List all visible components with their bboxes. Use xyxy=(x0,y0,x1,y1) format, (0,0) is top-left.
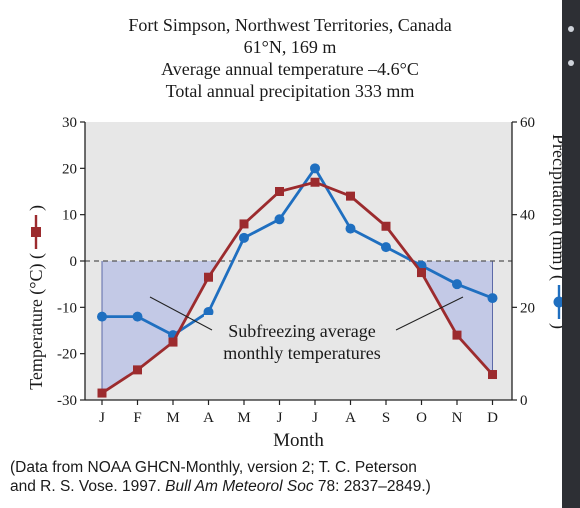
temperature-point xyxy=(133,365,142,375)
left-tick-label: 10 xyxy=(62,208,77,224)
precipitation-point xyxy=(203,306,214,317)
precipitation-point xyxy=(97,311,107,322)
temperature-point xyxy=(275,187,284,196)
climate-chart: 30 20 10 0 -10 -20 -30 60 40 20 0 J F M A M J J A S O N D Month… xyxy=(26,115,562,451)
left-tick-label: 30 xyxy=(62,115,77,131)
edge-dot-top xyxy=(568,26,574,32)
temperature-line xyxy=(101,180,494,395)
temperature-point xyxy=(417,268,426,278)
temperature-point xyxy=(239,219,249,229)
left-axis-label-close: ) xyxy=(26,205,47,211)
temperature-point xyxy=(97,388,107,398)
edge-dot-bottom xyxy=(568,60,574,66)
chart-header: Fort Simpson, Northwest Territories, Can… xyxy=(40,14,540,102)
x-tick-label: N xyxy=(452,410,463,426)
annotation-leader-left xyxy=(149,296,213,331)
right-axis-label: Precipitation (mm) ( xyxy=(548,134,562,281)
x-tick-label: J xyxy=(99,410,105,426)
source-volume-pages: 78: 2837–2849.) xyxy=(313,478,431,495)
annotation-background xyxy=(204,315,400,369)
right-tick-label: 0 xyxy=(520,393,528,409)
left-tick-label: -10 xyxy=(57,300,77,316)
precipitation-point xyxy=(239,232,249,243)
source-note: (Data from NOAA GHCN-Monthly, version 2;… xyxy=(10,458,566,496)
temperature-point xyxy=(204,272,213,282)
left-axis-key-marker xyxy=(31,227,41,237)
source-authors: and R. S. Vose. 1997. xyxy=(10,478,166,495)
left-axis-label: Temperature (°C) ( xyxy=(26,253,47,390)
precipitation-line xyxy=(102,165,494,337)
right-axis-label-close: ) xyxy=(548,323,562,329)
source-line-2: and R. S. Vose. 1997. Bull Am Meteorol S… xyxy=(10,477,566,496)
temperature-point xyxy=(168,337,178,347)
x-tick-label: J xyxy=(312,410,318,426)
annotation-line-2: monthly temperatures xyxy=(223,343,380,363)
left-tick-label: -30 xyxy=(57,393,77,409)
temperature-point xyxy=(452,330,462,340)
precipitation-point xyxy=(487,293,498,304)
precipitation-point xyxy=(274,214,285,225)
x-tick-label: F xyxy=(133,410,141,426)
right-axis-key-marker xyxy=(553,296,562,308)
temperature-point xyxy=(346,191,355,201)
precipitation-point xyxy=(345,223,356,234)
left-tick-label: 20 xyxy=(62,161,77,177)
x-tick-label: M xyxy=(166,410,179,426)
temperature-point xyxy=(381,221,391,231)
window-edge xyxy=(562,0,580,508)
chart-title: Fort Simpson, Northwest Territories, Can… xyxy=(128,15,452,35)
x-axis-label: Month xyxy=(273,430,324,451)
left-tick-label: 0 xyxy=(70,254,78,270)
left-tick-label: -20 xyxy=(57,347,77,363)
chart-subtitle-precipitation: Total annual precipitation 333 mm xyxy=(165,81,415,101)
precipitation-point xyxy=(381,242,391,253)
annotation-line-1: Subfreezing average xyxy=(228,321,375,341)
left-axis-label-group: Temperature (°C) () xyxy=(26,205,47,390)
precipitation-point xyxy=(132,311,143,322)
temperature-point xyxy=(488,370,497,380)
right-axis-label-group: Precipitation (mm) () xyxy=(548,134,562,329)
right-tick-label: 40 xyxy=(520,208,535,224)
x-tick-label: M xyxy=(237,410,250,426)
source-journal: Bull Am Meteorol Soc xyxy=(165,478,314,495)
chart-subtitle-coords: 61°N, 169 m xyxy=(243,37,337,57)
right-tick-label: 20 xyxy=(520,300,535,316)
source-line-1: (Data from NOAA GHCN-Monthly, version 2;… xyxy=(10,459,417,476)
annotation-leader-right xyxy=(395,296,464,331)
right-tick-label: 60 xyxy=(520,115,535,131)
x-tick-label: J xyxy=(277,410,283,426)
x-tick-label: S xyxy=(382,410,390,426)
x-tick-label: D xyxy=(487,410,498,426)
precipitation-point xyxy=(310,163,320,174)
chart-subtitle-temperature: Average annual temperature –4.6°C xyxy=(161,59,419,79)
x-tick-label: A xyxy=(345,410,356,426)
x-tick-label: O xyxy=(416,410,427,426)
x-tick-label: A xyxy=(203,410,214,426)
temperature-point xyxy=(310,177,320,187)
precipitation-point xyxy=(452,279,462,290)
